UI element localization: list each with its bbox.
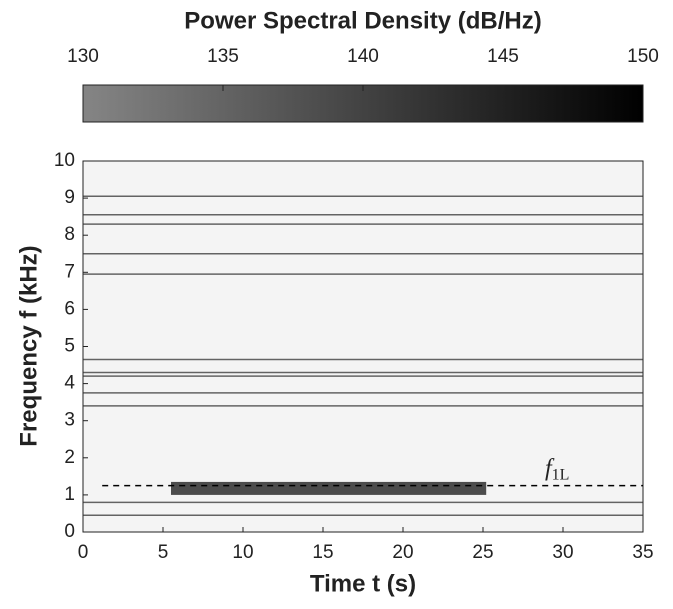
- x-tick-label: 5: [158, 542, 169, 563]
- strong-region: [171, 481, 487, 495]
- annotation-subscript: 1L: [552, 466, 570, 483]
- y-tick-label: 0: [64, 521, 75, 542]
- x-tick-label: 25: [472, 542, 493, 563]
- colorbar: [82, 84, 644, 123]
- colorbar-label: Power Spectral Density (dB/Hz): [184, 7, 541, 34]
- x-tick-label: 20: [392, 542, 413, 563]
- y-tick-label: 6: [64, 298, 75, 319]
- annotation: f1L: [545, 455, 569, 483]
- y-axis-label: Frequency f (kHz): [15, 245, 42, 446]
- x-tick-label: 35: [632, 542, 653, 563]
- x-tick-label: 15: [312, 542, 333, 563]
- colorbar-tick-label: 145: [487, 46, 519, 67]
- y-tick-label: 2: [64, 447, 75, 468]
- colorbar-tick-label: 130: [67, 46, 99, 67]
- x-axis-label: Time t (s): [310, 570, 416, 597]
- x-tick-label: 0: [78, 542, 89, 563]
- plot-area: [82, 160, 644, 533]
- x-tick-label: 10: [232, 542, 253, 563]
- colorbar-tick-label: 150: [627, 46, 659, 67]
- y-tick-label: 9: [64, 187, 75, 208]
- x-tick-label: 30: [552, 542, 573, 563]
- y-tick-label: 3: [64, 410, 75, 431]
- y-tick-label: 5: [64, 336, 75, 357]
- y-tick-label: 10: [54, 150, 75, 171]
- y-tick-label: 4: [64, 373, 75, 394]
- colorbar-tick-label: 135: [207, 46, 239, 67]
- y-tick-label: 7: [64, 261, 75, 282]
- y-tick-label: 1: [64, 484, 75, 505]
- y-tick-label: 8: [64, 224, 75, 245]
- colorbar-tick-label: 140: [347, 46, 379, 67]
- annotation-text: f: [545, 455, 555, 481]
